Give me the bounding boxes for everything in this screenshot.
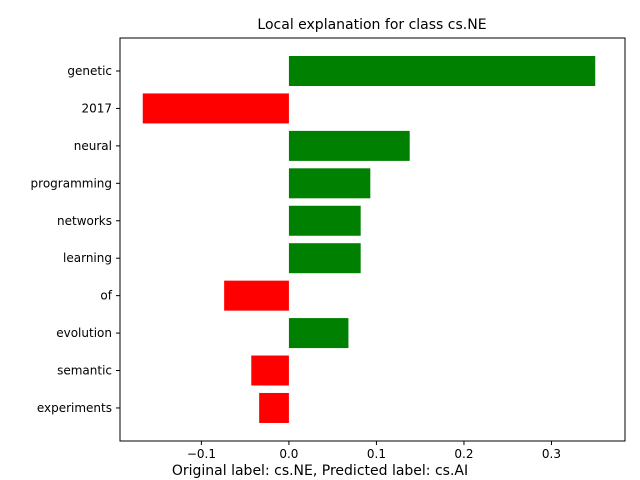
chart-title: Local explanation for class cs.NE bbox=[257, 17, 486, 33]
plot-frame bbox=[119, 37, 626, 442]
chart-caption: Original label: cs.NE, Predicted label: … bbox=[172, 463, 468, 479]
y-tick-label: neural bbox=[74, 139, 112, 153]
bar-evolution bbox=[288, 318, 349, 349]
bars-layer bbox=[142, 56, 596, 423]
y-tick-label: learning bbox=[63, 251, 112, 265]
x-tick-label: 0.1 bbox=[367, 447, 386, 461]
bar-programming bbox=[288, 168, 371, 199]
y-tick-label: networks bbox=[57, 214, 112, 228]
bar-networks bbox=[288, 205, 361, 236]
y-tick-label: experiments bbox=[37, 401, 112, 415]
x-tick-label: −0.1 bbox=[187, 447, 216, 461]
y-tick-label: evolution bbox=[56, 326, 112, 340]
y-tick-label: semantic bbox=[57, 364, 112, 378]
bar-learning bbox=[288, 243, 361, 274]
x-axis: −0.1 0.0 0.1 0.2 0.3 bbox=[187, 441, 561, 461]
bar-2017 bbox=[142, 93, 289, 124]
y-axis: genetic 2017 neural programming networks lear… bbox=[31, 64, 120, 415]
y-tick-label: of bbox=[100, 289, 112, 303]
bar-semantic bbox=[251, 355, 289, 386]
bar-neural bbox=[288, 130, 410, 161]
y-tick-label: 2017 bbox=[81, 101, 112, 115]
x-tick-label: 0.2 bbox=[454, 447, 473, 461]
x-tick-label: 0.3 bbox=[542, 447, 561, 461]
y-tick-label: programming bbox=[31, 176, 112, 190]
y-tick-label: genetic bbox=[67, 64, 112, 78]
bar-experiments bbox=[259, 392, 289, 423]
bar-genetic bbox=[288, 56, 596, 86]
bar-of bbox=[224, 280, 289, 311]
x-tick-label: 0.0 bbox=[279, 447, 298, 461]
